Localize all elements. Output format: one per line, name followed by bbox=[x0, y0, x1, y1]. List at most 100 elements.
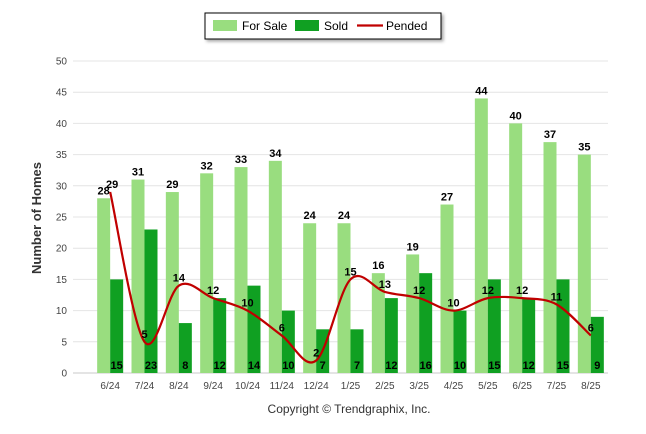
bar-sold-4-25 bbox=[453, 310, 467, 373]
label-pended-8-24: 14 bbox=[173, 273, 186, 285]
y-tick-label: 45 bbox=[56, 88, 68, 99]
x-tick-label-7-24: 7/24 bbox=[135, 381, 155, 392]
bar-for-sale-8-25 bbox=[577, 154, 591, 373]
bar-for-sale-6-25 bbox=[509, 123, 523, 374]
x-axis-ticks: 6/24 7/24 8/24 9/24 10/24 11/24 12/24 1/25 2/25 3… bbox=[100, 381, 601, 392]
label-sold-2-25: 12 bbox=[385, 360, 397, 372]
bar-for-sale-8-24 bbox=[165, 192, 179, 373]
y-tick-label: 30 bbox=[56, 181, 68, 192]
y-tick-label: 20 bbox=[56, 244, 68, 255]
y-tick-label: 10 bbox=[56, 306, 68, 317]
label-for-sale-10-24: 33 bbox=[235, 154, 247, 166]
x-tick-label-6-24: 6/24 bbox=[100, 381, 120, 392]
legend-swatch-sold bbox=[295, 20, 319, 31]
bar-sold-8-25 bbox=[590, 316, 604, 373]
label-pended-5-25: 12 bbox=[482, 285, 494, 297]
x-tick-label-11-24: 11/24 bbox=[270, 381, 295, 392]
data-labels: 2815312329832123314341024724716121916271… bbox=[98, 85, 601, 372]
bar-sold-6-25 bbox=[522, 298, 536, 373]
x-tick-label-8-25: 8/25 bbox=[581, 381, 601, 392]
label-pended-7-24: 5 bbox=[141, 329, 147, 341]
label-for-sale-3-25: 19 bbox=[407, 241, 419, 253]
legend-label-sold: Sold bbox=[324, 19, 348, 33]
bar-for-sale-12-24 bbox=[303, 223, 317, 373]
y-tick-label: 25 bbox=[56, 213, 68, 224]
label-sold-7-24: 23 bbox=[145, 360, 157, 372]
x-tick-label-4-25: 4/25 bbox=[444, 381, 464, 392]
label-sold-3-25: 16 bbox=[420, 360, 432, 372]
legend-swatch-for-sale bbox=[213, 20, 237, 31]
label-sold-8-25: 9 bbox=[594, 360, 600, 372]
label-sold-6-25: 12 bbox=[523, 360, 535, 372]
x-tick-label-12-24: 12/24 bbox=[304, 381, 329, 392]
label-for-sale-2-25: 16 bbox=[372, 260, 384, 272]
label-pended-9-24: 12 bbox=[207, 285, 219, 297]
bar-for-sale-5-25 bbox=[474, 98, 488, 373]
bar-for-sale-3-25 bbox=[406, 254, 420, 373]
label-for-sale-6-25: 40 bbox=[510, 110, 522, 122]
label-pended-11-24: 6 bbox=[279, 323, 285, 335]
line-pended bbox=[109, 191, 592, 364]
y-tick-label: 35 bbox=[56, 150, 68, 161]
x-tick-label-3-25: 3/25 bbox=[409, 381, 429, 392]
bar-sold-9-24 bbox=[213, 298, 227, 373]
bar-for-sale-9-24 bbox=[200, 173, 214, 373]
label-for-sale-9-24: 32 bbox=[201, 160, 213, 172]
bars bbox=[97, 98, 604, 374]
legend-box bbox=[204, 12, 442, 40]
legend-label-for-sale: For Sale bbox=[242, 19, 288, 33]
label-sold-12-24: 7 bbox=[320, 360, 326, 372]
label-pended-6-24: 29 bbox=[106, 179, 118, 191]
label-for-sale-4-25: 27 bbox=[441, 192, 453, 204]
label-pended-7-25: 11 bbox=[551, 291, 563, 303]
bar-sold-7-25 bbox=[556, 279, 570, 373]
legend: For Sale Sold Pended bbox=[204, 12, 442, 40]
label-for-sale-8-25: 35 bbox=[578, 142, 590, 154]
y-tick-label: 40 bbox=[56, 119, 68, 130]
y-tick-label: 5 bbox=[61, 337, 67, 348]
label-pended-1-25: 15 bbox=[344, 266, 356, 278]
pended-line-layer bbox=[109, 191, 592, 364]
label-sold-4-25: 10 bbox=[454, 360, 466, 372]
x-tick-label-6-25: 6/25 bbox=[512, 381, 532, 392]
label-sold-7-25: 15 bbox=[557, 360, 569, 372]
label-sold-5-25: 15 bbox=[488, 360, 500, 372]
label-for-sale-8-24: 29 bbox=[166, 179, 178, 191]
label-for-sale-7-25: 37 bbox=[544, 129, 556, 141]
label-pended-6-25: 12 bbox=[516, 285, 528, 297]
label-pended-8-25: 6 bbox=[588, 323, 594, 335]
bar-sold-1-25 bbox=[350, 329, 364, 373]
bar-for-sale-10-24 bbox=[234, 167, 248, 373]
label-for-sale-11-24: 34 bbox=[269, 148, 282, 160]
x-tick-label-2-25: 2/25 bbox=[375, 381, 395, 392]
copyright-text: Copyright © Trendgraphix, Inc. bbox=[268, 402, 431, 416]
y-tick-label: 50 bbox=[56, 57, 68, 68]
label-sold-6-24: 15 bbox=[111, 360, 123, 372]
bar-sold-2-25 bbox=[384, 298, 398, 373]
label-for-sale-5-25: 44 bbox=[475, 85, 488, 97]
label-sold-8-24: 8 bbox=[182, 360, 188, 372]
x-tick-label-7-25: 7/25 bbox=[547, 381, 567, 392]
label-for-sale-1-25: 24 bbox=[338, 210, 351, 222]
bar-sold-5-25 bbox=[487, 279, 501, 373]
label-sold-9-24: 12 bbox=[214, 360, 226, 372]
bar-for-sale-4-25 bbox=[440, 204, 454, 373]
x-tick-label-10-24: 10/24 bbox=[235, 381, 260, 392]
label-sold-1-25: 7 bbox=[354, 360, 360, 372]
bar-for-sale-1-25 bbox=[337, 223, 351, 373]
bar-for-sale-11-24 bbox=[268, 160, 282, 373]
bar-for-sale-7-25 bbox=[543, 142, 557, 373]
label-pended-12-24: 2 bbox=[313, 348, 319, 360]
label-pended-4-25: 10 bbox=[447, 298, 459, 310]
label-sold-11-24: 10 bbox=[282, 360, 294, 372]
bar-for-sale-7-24 bbox=[131, 179, 145, 373]
y-tick-label: 15 bbox=[56, 275, 68, 286]
y-tick-label: 0 bbox=[61, 369, 67, 380]
label-for-sale-7-24: 31 bbox=[132, 167, 144, 179]
x-tick-label-9-24: 9/24 bbox=[203, 381, 223, 392]
bar-for-sale-2-25 bbox=[371, 273, 385, 373]
bar-sold-7-24 bbox=[144, 229, 158, 373]
label-pended-3-25: 12 bbox=[413, 285, 425, 297]
bar-sold-8-24 bbox=[178, 323, 192, 373]
